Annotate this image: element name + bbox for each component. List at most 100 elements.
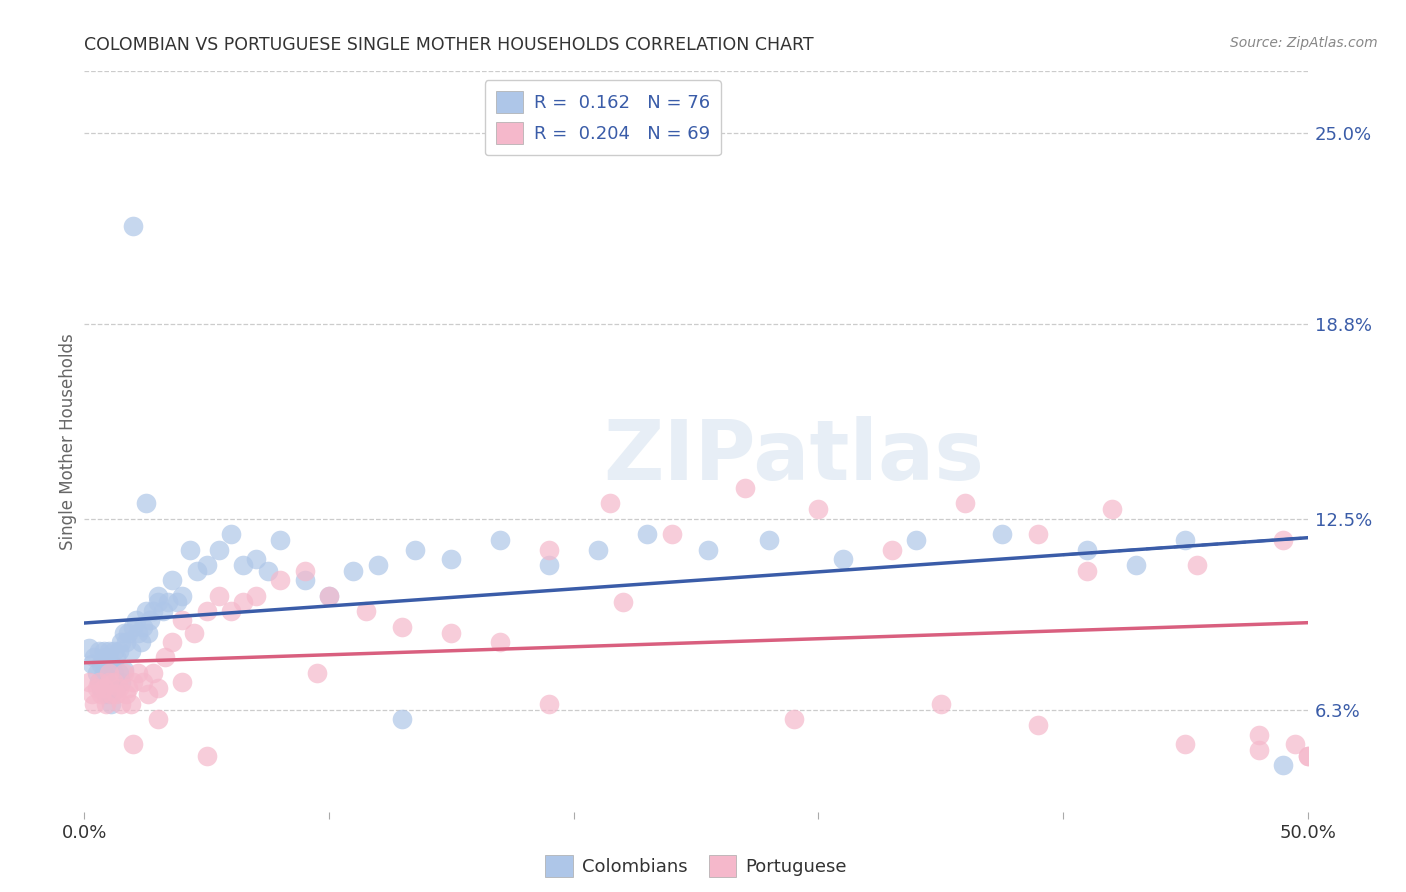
Point: [115, 688, 138, 702]
Point: [219, 527, 242, 541]
Point: [195, 749, 218, 764]
Point: [1272, 758, 1295, 772]
Point: [96, 650, 118, 665]
Point: [127, 665, 149, 680]
Point: [1076, 542, 1098, 557]
Point: [96, 688, 118, 702]
Point: [125, 614, 148, 628]
Point: [172, 675, 194, 690]
Point: [156, 595, 179, 609]
Point: [195, 604, 218, 618]
Point: [146, 681, 169, 696]
Point: [294, 574, 316, 588]
Point: [1028, 527, 1050, 541]
Point: [93, 681, 115, 696]
Point: [153, 650, 176, 665]
Point: [146, 712, 169, 726]
Point: [100, 688, 122, 702]
Point: [103, 665, 125, 680]
Point: [80, 688, 103, 702]
Point: [122, 675, 145, 690]
Point: [122, 620, 145, 634]
Text: COLOMBIAN VS PORTUGUESE SINGLE MOTHER HOUSEHOLDS CORRELATION CHART: COLOMBIAN VS PORTUGUESE SINGLE MOTHER HO…: [84, 36, 814, 54]
Point: [1187, 558, 1209, 572]
Point: [245, 551, 267, 566]
Point: [538, 697, 561, 711]
Point: [103, 675, 125, 690]
Point: [929, 697, 952, 711]
Point: [172, 614, 194, 628]
Point: [83, 697, 105, 711]
Point: [107, 681, 129, 696]
Point: [90, 657, 112, 671]
Point: [127, 625, 149, 640]
Point: [107, 644, 129, 658]
Point: [110, 635, 132, 649]
Point: [367, 558, 389, 572]
Point: [538, 542, 561, 557]
Point: [953, 496, 976, 510]
Point: [489, 533, 512, 548]
Point: [245, 589, 267, 603]
Point: [391, 712, 413, 726]
Point: [136, 625, 159, 640]
Point: [831, 551, 853, 566]
Y-axis label: Single Mother Households: Single Mother Households: [59, 334, 77, 549]
Point: [112, 665, 135, 680]
Point: [142, 665, 165, 680]
Point: [354, 604, 377, 618]
Point: [132, 675, 155, 690]
Text: Source: ZipAtlas.com: Source: ZipAtlas.com: [1230, 36, 1378, 50]
Point: [208, 589, 231, 603]
Point: [117, 681, 139, 696]
Point: [87, 644, 110, 658]
Point: [734, 481, 756, 495]
Point: [232, 595, 254, 609]
Point: [97, 665, 120, 680]
Point: [112, 663, 135, 677]
Point: [1247, 743, 1270, 757]
Point: [117, 625, 139, 640]
Point: [90, 688, 112, 702]
Point: [166, 595, 188, 609]
Point: [1296, 749, 1319, 764]
Point: [1028, 718, 1050, 732]
Point: [697, 542, 720, 557]
Point: [107, 665, 129, 680]
Point: [152, 604, 174, 618]
Point: [391, 620, 413, 634]
Point: [97, 675, 120, 690]
Point: [142, 604, 165, 618]
Point: [162, 635, 184, 649]
Point: [1174, 533, 1197, 548]
Point: [538, 558, 561, 572]
Point: [183, 625, 205, 640]
Point: [77, 641, 100, 656]
Point: [440, 551, 463, 566]
Point: [1272, 533, 1295, 548]
Point: [103, 644, 125, 658]
Point: [269, 533, 291, 548]
Point: [132, 620, 155, 634]
Point: [661, 527, 683, 541]
Point: [122, 219, 145, 233]
Point: [120, 697, 142, 711]
Point: [112, 625, 135, 640]
Point: [87, 675, 110, 690]
Point: [1174, 737, 1197, 751]
Point: [905, 533, 928, 548]
Point: [232, 558, 254, 572]
Point: [318, 589, 340, 603]
Point: [80, 657, 103, 671]
Point: [162, 574, 184, 588]
Point: [599, 496, 621, 510]
Point: [136, 688, 159, 702]
Point: [783, 712, 806, 726]
Point: [1296, 749, 1319, 764]
Point: [880, 542, 903, 557]
Point: [269, 574, 291, 588]
Point: [86, 681, 108, 696]
Point: [489, 635, 512, 649]
Point: [87, 675, 110, 690]
Point: [105, 681, 128, 696]
